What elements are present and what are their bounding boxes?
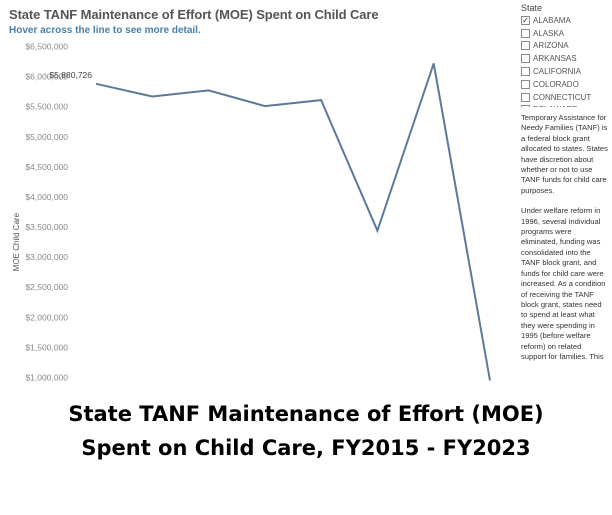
- description-line: Needy Families (TANF) is: [521, 123, 608, 133]
- y-tick-label: $1,000,000: [25, 373, 68, 383]
- caption-line-1: State TANF Maintenance of Effort (MOE): [68, 402, 544, 426]
- image-caption: State TANF Maintenance of Effort (MOE) S…: [0, 397, 612, 465]
- data-point[interactable]: [203, 84, 215, 96]
- description-line: to spend at least what: [521, 310, 595, 320]
- description-line: 1996, several individual: [521, 216, 601, 226]
- tableau-visualization: $6,500,000 $6,000,000 $5,500,000 $5,000,000…: [0, 0, 612, 384]
- description-line: have discretion about: [521, 154, 594, 164]
- chart-subtitle: Hover across the line to see more detail…: [9, 25, 201, 36]
- state-filter-label: COLORADO: [533, 79, 579, 89]
- state-filter-label: ARIZONA: [533, 41, 569, 51]
- checkbox-icon[interactable]: [521, 28, 530, 38]
- y-tick-label: $3,500,000: [25, 222, 68, 232]
- state-filter-item[interactable]: ALASKA: [521, 27, 612, 40]
- state-filter-label: CALIFORNIA: [533, 67, 582, 77]
- state-filter-item[interactable]: ARIZONA: [521, 40, 612, 53]
- description-line: consolidated into the: [521, 247, 591, 257]
- description-line: eliminated, funding was: [521, 237, 601, 247]
- state-filter-item[interactable]: ✓ ALABAMA: [521, 14, 612, 27]
- description-paragraph-1: Temporary Assistance for Needy Families (…: [521, 113, 612, 196]
- description-line: whether or not to use: [521, 165, 593, 175]
- data-label: $5,880,726: [49, 70, 92, 80]
- checkbox-icon[interactable]: [521, 92, 530, 102]
- y-tick-label: $4,000,000: [25, 192, 68, 202]
- y-tick-label: $4,500,000: [25, 162, 68, 172]
- state-filter-item[interactable]: ARKANSAS: [521, 52, 612, 65]
- description-line: Temporary Assistance for: [521, 113, 607, 122]
- data-point[interactable]: [484, 375, 496, 384]
- data-point[interactable]: [371, 225, 383, 237]
- description-line: Under welfare reform in: [521, 206, 601, 216]
- state-filter-item[interactable]: DELAWARE: [521, 104, 612, 107]
- description-line: block grant, states need: [521, 299, 602, 309]
- y-tick-label: $5,500,000: [25, 102, 68, 112]
- y-axis-title: MOE Child Care: [12, 212, 21, 271]
- state-filter-label: CONNECTICUT: [533, 92, 592, 102]
- data-point[interactable]: [315, 94, 327, 106]
- checkbox-icon[interactable]: [521, 41, 530, 51]
- chart-title: State TANF Maintenance of Effort (MOE) S…: [9, 7, 379, 22]
- description-line: they were spending in: [521, 320, 595, 330]
- y-tick-label: $6,000,000: [25, 72, 68, 82]
- y-tick-label: $5,000,000: [25, 132, 68, 142]
- line-chart[interactable]: $6,500,000 $6,000,000 $5,500,000 $5,000,000…: [0, 0, 520, 384]
- series-line[interactable]: [95, 63, 491, 381]
- description-line: reform) on related: [521, 341, 582, 351]
- description-line: TANF block grant, and: [521, 258, 597, 268]
- state-filter-label: ARKANSAS: [533, 54, 577, 64]
- state-filter-item[interactable]: CALIFORNIA: [521, 65, 612, 78]
- description-line: allocated to states. States: [521, 144, 608, 154]
- checkbox-icon[interactable]: [521, 79, 530, 89]
- state-filter-list[interactable]: ✓ ALABAMA ALASKA ARIZONA ARKANSAS CALIFORNIA C…: [521, 14, 612, 107]
- state-filter-label: DELAWARE: [533, 105, 577, 107]
- caption-line-2: Spent on Child Care, FY2015 - FY2023: [81, 436, 531, 460]
- checkbox-icon[interactable]: [521, 105, 530, 107]
- description-line: a federal block grant: [521, 133, 590, 143]
- description-line: increased. As a condition: [521, 279, 606, 289]
- state-filter-label: ALABAMA: [533, 15, 571, 25]
- y-tick-label: $2,500,000: [25, 282, 68, 292]
- description-text: Temporary Assistance for Needy Families (…: [521, 113, 612, 372]
- state-filter-item[interactable]: CONNECTICUT: [521, 91, 612, 104]
- y-tick-label: $6,500,000: [25, 42, 68, 52]
- description-line: purposes.: [521, 185, 555, 195]
- checkbox-icon[interactable]: [521, 67, 530, 77]
- description-line: funds for child care were: [521, 268, 604, 278]
- data-point[interactable]: [428, 57, 440, 69]
- description-line: support for families. This: [521, 351, 604, 361]
- description-line: programs were: [521, 227, 572, 237]
- description-line: TANF funds for child care: [521, 175, 607, 185]
- data-point[interactable]: [146, 90, 158, 102]
- description-line: 1995 (before welfare: [521, 331, 591, 341]
- state-filter-title: State: [521, 3, 543, 13]
- checkbox-checked-icon[interactable]: ✓: [521, 15, 530, 25]
- y-tick-label: $2,000,000: [25, 312, 68, 322]
- description-paragraph-2: Under welfare reform in 1996, several ind…: [521, 206, 612, 362]
- y-tick-label: $3,000,000: [25, 252, 68, 262]
- data-point[interactable]: [259, 100, 271, 112]
- state-filter-item[interactable]: COLORADO: [521, 78, 612, 91]
- checkbox-icon[interactable]: [521, 54, 530, 64]
- description-line: of receiving the TANF: [521, 289, 594, 299]
- y-tick-label: $1,500,000: [25, 342, 68, 352]
- state-filter-label: ALASKA: [533, 28, 565, 38]
